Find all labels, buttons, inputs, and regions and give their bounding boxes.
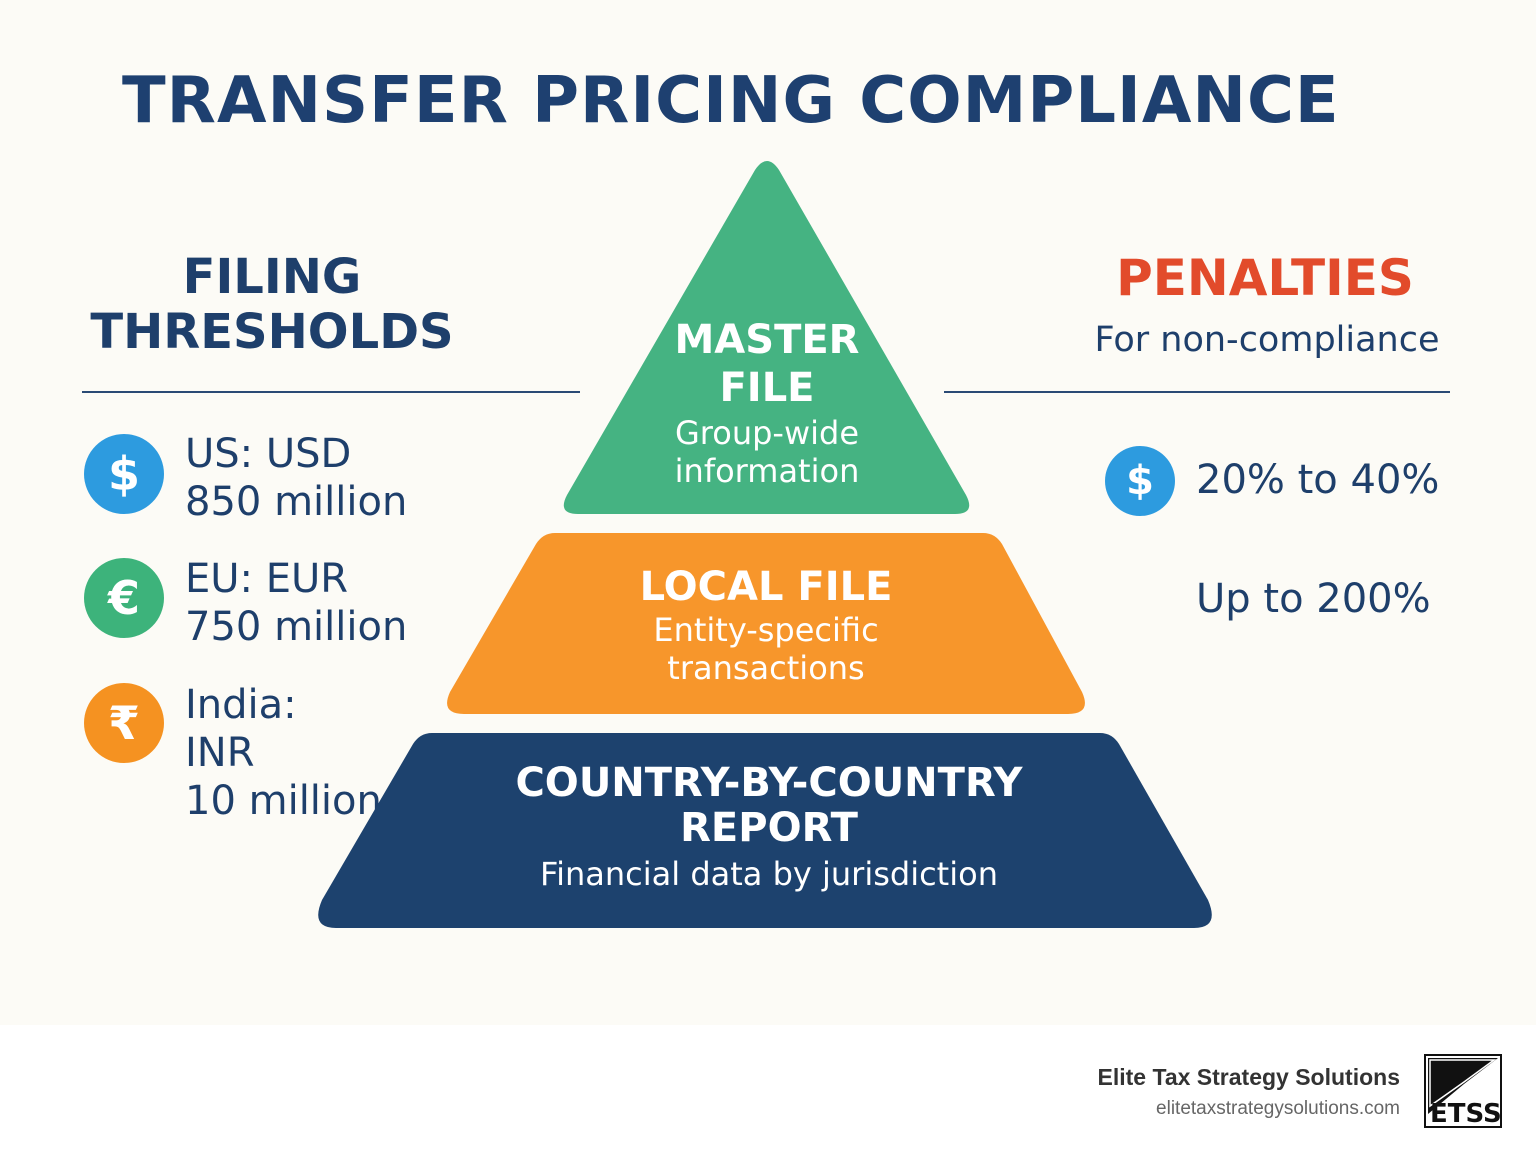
- pyramid-tier-master-file: [563, 161, 970, 514]
- threshold-us-line-2: 850 million: [185, 479, 408, 525]
- logo-lettering: ETSS: [1430, 1099, 1502, 1128]
- tier-cbc-report-title: COUNTRY-BY-COUNTRY REPORT: [469, 761, 1069, 851]
- penalties-heading: PENALTIES: [1116, 249, 1414, 307]
- tier-cbc-report-title-line-1: COUNTRY-BY-COUNTRY: [515, 760, 1023, 806]
- tier-local-file-subtitle-line-1: Entity-specific: [653, 611, 879, 649]
- threshold-eu-line-1: EU: EUR: [185, 556, 349, 602]
- tier-local-file-title: LOCAL FILE: [639, 564, 893, 610]
- tier-local-file-subtitle: Entity-specific transactions: [566, 611, 966, 688]
- threshold-india-line-3: 10 million: [185, 778, 382, 824]
- tier-cbc-report-subtitle: Financial data by jurisdiction: [540, 854, 998, 893]
- threshold-eu: EU: EUR 750 million: [185, 555, 407, 651]
- page-title: TRANSFER PRICING COMPLIANCE: [122, 64, 1340, 138]
- tier-master-file-title-line-1: MASTER: [674, 317, 860, 363]
- euro-icon: €: [84, 558, 164, 638]
- tier-cbc-report-text: COUNTRY-BY-COUNTRY REPORT Financial data…: [469, 761, 1069, 893]
- tier-master-file-subtitle: Group-wide information: [617, 414, 917, 491]
- company-logo: ETSS: [1424, 1054, 1502, 1128]
- tier-local-file-subtitle-line-2: transactions: [667, 649, 865, 688]
- tier-master-file-subtitle-line-2: information: [674, 452, 860, 491]
- thresholds-heading: FILING THRESHOLDS: [90, 249, 454, 361]
- threshold-us-line-1: US: USD: [185, 431, 352, 477]
- tier-master-file-text: MASTER FILE Group-wide information: [617, 316, 917, 491]
- threshold-eu-line-2: 750 million: [185, 604, 408, 650]
- threshold-india: India: INR 10 million: [185, 681, 382, 825]
- penalties-divider: [944, 391, 1450, 393]
- tier-master-file-title-line-2: FILE: [719, 365, 815, 411]
- threshold-india-line-1: India:: [185, 682, 297, 728]
- penalty-max: Up to 200%: [1196, 576, 1431, 622]
- tier-local-file-text: LOCAL FILE Entity-specific transactions: [566, 563, 966, 688]
- dollar-icon: $: [84, 434, 164, 514]
- pyramid-diagram: [318, 161, 1212, 928]
- pyramid-tier-cbc-report: [318, 733, 1212, 928]
- threshold-us: US: USD 850 million: [185, 430, 407, 526]
- rupee-icon: ₹: [84, 683, 164, 763]
- pyramid-tier-local-file: [447, 533, 1085, 714]
- tier-master-file-subtitle-line-1: Group-wide: [674, 414, 860, 452]
- penalties-subtitle: For non-compliance: [1094, 320, 1440, 360]
- threshold-india-line-2: INR: [185, 730, 255, 776]
- dollar-icon: $: [1105, 446, 1175, 516]
- tier-cbc-report-title-line-2: REPORT: [680, 804, 858, 851]
- penalty-range: 20% to 40%: [1196, 457, 1440, 503]
- thresholds-divider: [82, 391, 580, 393]
- tier-master-file-title: MASTER FILE: [617, 316, 917, 412]
- company-url: elitetaxstrategysolutions.com: [1156, 1098, 1400, 1119]
- footer-band: [0, 1025, 1536, 1154]
- company-name: Elite Tax Strategy Solutions: [1097, 1064, 1400, 1090]
